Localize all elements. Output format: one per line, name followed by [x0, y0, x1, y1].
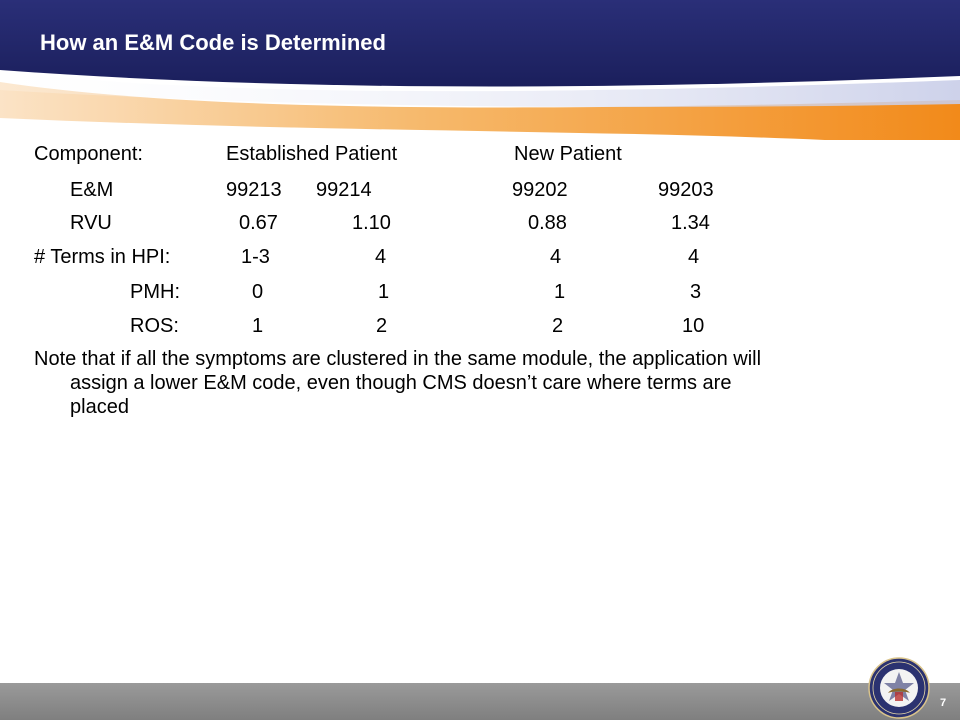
- established-patient-header: Established Patient: [226, 143, 398, 165]
- table-row: RVU 0.67 1.10 0.88 1.34: [0, 211, 960, 235]
- new-patient-header: New Patient: [514, 143, 622, 165]
- row-label: ROS:: [130, 315, 179, 337]
- table-cell: 1-3: [241, 246, 270, 268]
- table-cell: 4: [550, 246, 562, 268]
- table-cell: 1.34: [671, 212, 710, 234]
- table-cell: 1: [252, 315, 264, 337]
- note-line: Note that if all the symptoms are cluste…: [34, 348, 762, 370]
- table-cell: 1.10: [352, 212, 391, 234]
- table-cell: 99203: [658, 179, 714, 201]
- note-line: placed: [70, 396, 129, 418]
- table-cell: 99213: [226, 179, 282, 201]
- row-label: RVU: [70, 212, 112, 234]
- table-cell: 2: [552, 315, 564, 337]
- footer-bar: [0, 683, 960, 720]
- page-number: 7: [940, 697, 947, 709]
- row-label: E&M: [70, 179, 114, 201]
- row-label: PMH:: [130, 281, 180, 303]
- table-row: E&M 99213 99214 99202 99203: [0, 178, 960, 202]
- table-cell: 4: [375, 246, 387, 268]
- table-cell: 0: [252, 281, 264, 303]
- slide-header-banner: How an E&M Code is Determined: [0, 0, 960, 140]
- component-label: Component:: [34, 143, 143, 165]
- table-cell: 2: [376, 315, 388, 337]
- note-paragraph: Note that if all the symptoms are cluste…: [34, 347, 924, 419]
- table-cell: 3: [690, 281, 702, 303]
- table-cell: 0.88: [528, 212, 567, 234]
- table-row: # Terms in HPI: 1-3 4 4 4: [0, 245, 960, 269]
- row-label: # Terms in HPI:: [34, 246, 171, 268]
- table-cell: 1: [554, 281, 566, 303]
- department-of-defense-seal-icon: [868, 657, 930, 719]
- table-cell: 10: [682, 315, 705, 337]
- table-cell: 0.67: [239, 212, 278, 234]
- table-row: ROS: 1 2 2 10: [0, 314, 960, 338]
- table-cell: 99214: [316, 179, 372, 201]
- table-cell: 1: [378, 281, 390, 303]
- table-cell: 4: [688, 246, 700, 268]
- note-line: assign a lower E&M code, even though CMS…: [70, 372, 732, 394]
- table-cell: 99202: [512, 179, 568, 201]
- table-row: PMH: 0 1 1 3: [0, 280, 960, 304]
- slide-title: How an E&M Code is Determined: [40, 30, 386, 55]
- header-swoosh-graphic: [0, 0, 960, 140]
- table-header-row: Component: Established Patient New Patie…: [0, 142, 960, 166]
